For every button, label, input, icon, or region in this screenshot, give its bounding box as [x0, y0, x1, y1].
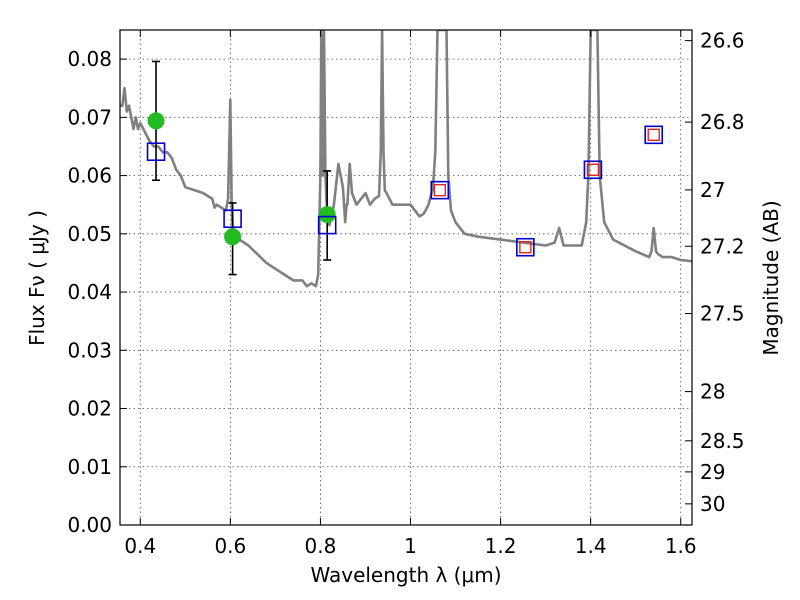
y-tick-label: 0.04 [67, 280, 112, 304]
observed-flux-point [318, 206, 336, 224]
model-photometry-square-blue [223, 209, 242, 228]
x-tick-label: 1.4 [575, 534, 607, 558]
y-tick-label: 0.00 [67, 513, 112, 537]
observed-flux-point [224, 228, 242, 246]
y-tick-label: 0.03 [67, 338, 112, 362]
y-tick-label: 0.01 [67, 455, 112, 479]
model-photometry-square-blue [430, 180, 450, 200]
y-tick-label: 0.08 [67, 47, 112, 71]
y2-tick-label: 27.2 [700, 234, 745, 258]
x-tick-label: 0.6 [214, 534, 246, 558]
x-tick-label: 0.4 [124, 534, 156, 558]
x-axis: 0.4 0.6 0.8 1 1.2 1.4 1.6 [124, 30, 697, 558]
observed-flux-point [147, 112, 165, 130]
y2-tick-label: 29 [700, 460, 725, 484]
y-axis-label: Flux Fν ( μJy ) [25, 210, 49, 346]
model-photometry-square-red [586, 163, 600, 176]
model-photometry-square-blue [516, 237, 535, 257]
x-tick-label: 1.2 [485, 534, 517, 558]
model-photometry-square-blue [146, 142, 166, 162]
y2-tick-label: 28.5 [700, 429, 745, 453]
y-tick-label: 0.07 [67, 105, 112, 129]
model-photometry-square-blue [583, 160, 603, 180]
y2-tick-label: 27.5 [700, 302, 745, 326]
y2-axis-label: Magnitude (AB) [759, 200, 783, 355]
plot-frame [119, 29, 693, 526]
model-photometry-square-red [647, 128, 660, 142]
y2-tick-label: 27 [700, 178, 725, 202]
y2-tick-label: 26.6 [700, 29, 745, 53]
y2-axis-magnitude: 26.6 26.8 27 27.2 27.5 28 28.5 29 30 [685, 29, 745, 516]
model-photometry-square-blue [317, 215, 337, 235]
y2-tick-label: 28 [700, 380, 725, 404]
model-photometry-square-red [433, 183, 446, 197]
x-tick-label: 1 [404, 534, 417, 558]
x-tick-label: 0.8 [305, 534, 337, 558]
grid-lines [120, 30, 692, 526]
y2-tick-label: 26.8 [700, 110, 745, 134]
plot-area [120, 30, 692, 288]
y-tick-label: 0.05 [67, 222, 112, 246]
x-tick-label: 1.6 [665, 534, 697, 558]
model-photometry-square-blue [644, 125, 664, 145]
y-tick-label: 0.02 [67, 397, 112, 421]
y-tick-label: 0.06 [67, 164, 112, 188]
y2-tick-label: 30 [700, 492, 725, 516]
x-axis-label: Wavelength λ (μm) [310, 563, 501, 587]
model-photometry-square-red [519, 241, 532, 254]
model-sed-line [120, 30, 692, 288]
y-axis: 0.00 0.01 0.02 0.03 0.04 0.05 0.06 0.07 0.08 [67, 47, 127, 537]
